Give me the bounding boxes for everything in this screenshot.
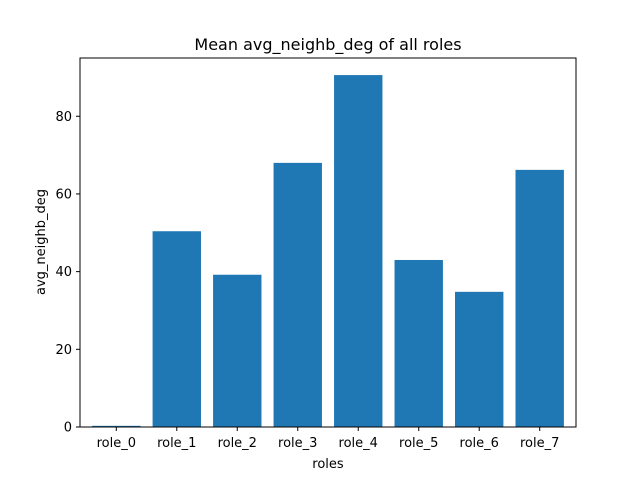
ticks-group: role_0 role_1 role_2 role_3 role_4 role_5 role… [55, 110, 559, 451]
bar-role_2 [213, 274, 262, 427]
x-tick-label: role_6 [460, 436, 499, 451]
y-tick-label: 40 [55, 265, 72, 280]
bar-role_4 [334, 75, 383, 427]
bar-role_5 [394, 259, 443, 427]
plot-frame [79, 57, 577, 428]
y-tick-label: 80 [55, 110, 72, 125]
x-tick-label: role_1 [157, 436, 196, 451]
x-tick-label: role_4 [339, 436, 378, 451]
y-axis-title: avg_neighb_deg [34, 189, 49, 295]
x-tick-label: role_2 [218, 436, 257, 451]
bar-role_6 [455, 291, 504, 427]
chart-title: Mean avg_neighb_deg of all roles [194, 35, 461, 55]
bar-role_3 [273, 162, 322, 427]
x-tick-label: role_0 [97, 436, 136, 451]
y-tick-label: 0 [64, 421, 72, 436]
x-tick-label: role_3 [278, 436, 317, 451]
y-tick-label: 20 [55, 343, 72, 358]
x-tick-label: role_5 [399, 436, 438, 451]
y-tick-label: 60 [55, 187, 72, 202]
bars-group [92, 75, 564, 427]
bar-role_7 [515, 169, 564, 427]
x-tick-label: role_7 [520, 436, 559, 451]
bar-role_0 [92, 425, 141, 427]
x-axis-title: roles [312, 457, 344, 472]
bar-role_1 [152, 231, 201, 427]
